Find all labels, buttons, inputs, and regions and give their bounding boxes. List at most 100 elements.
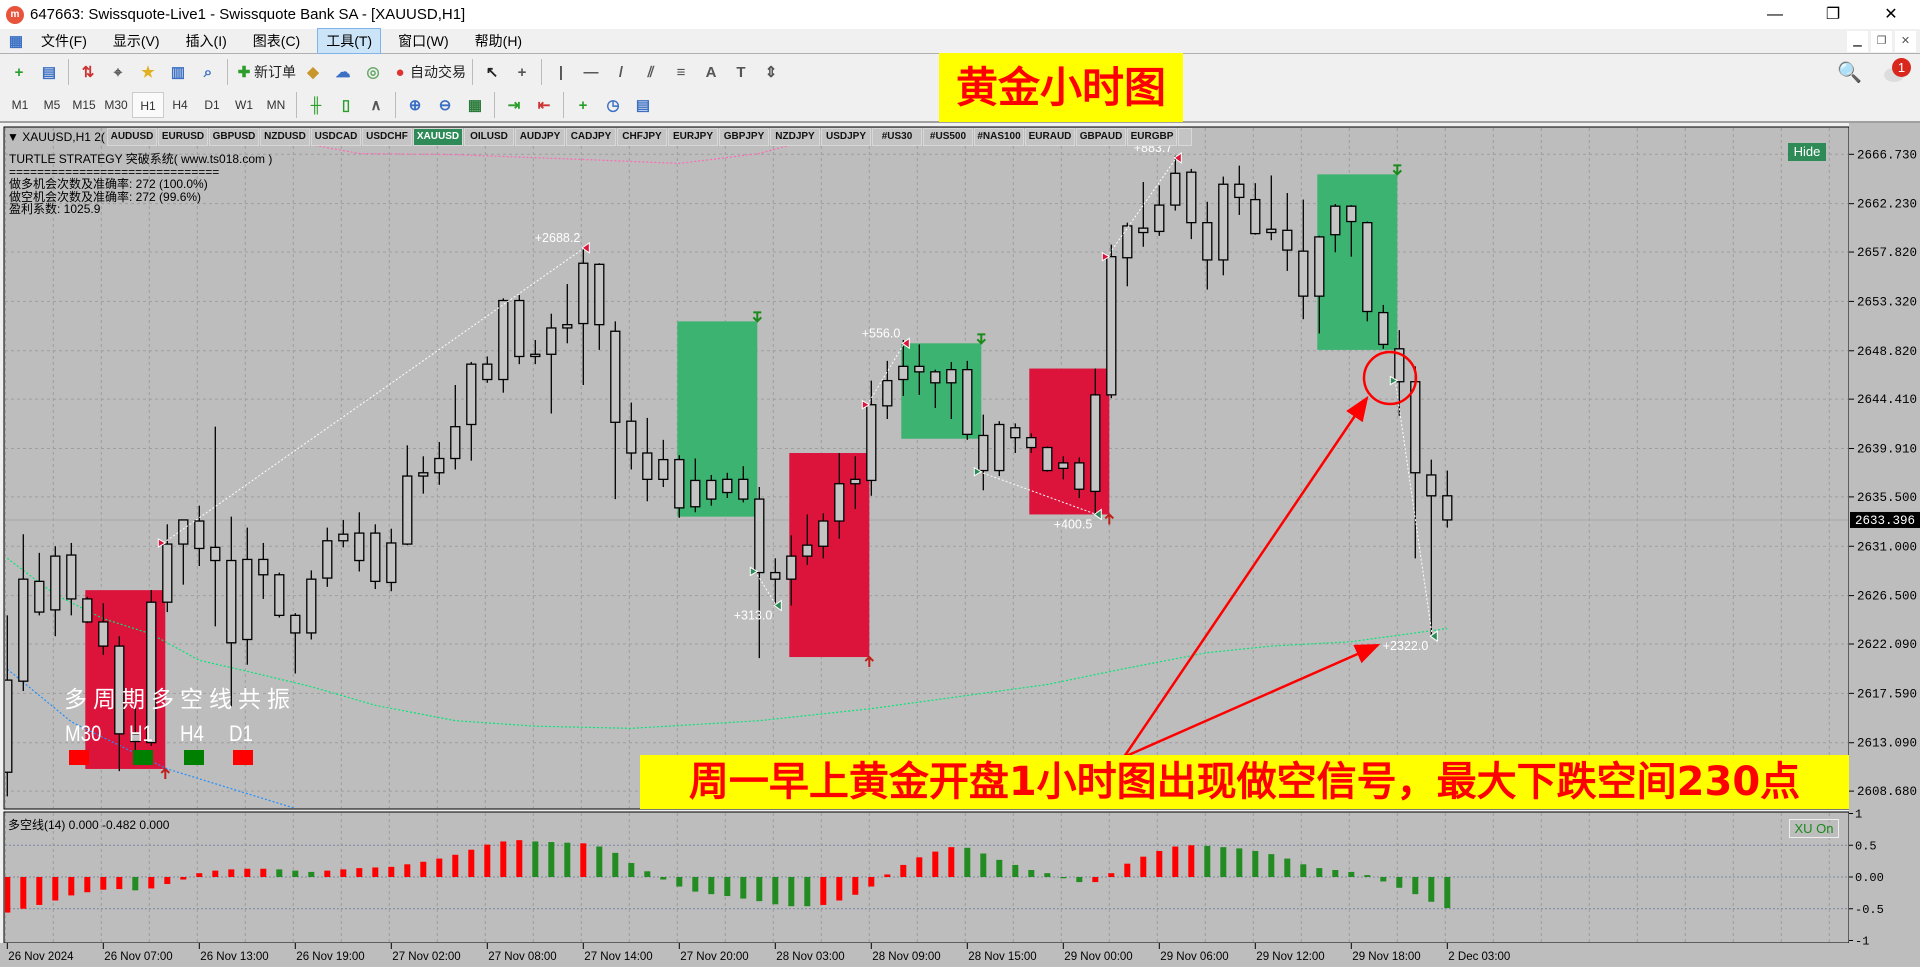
symbol-tab[interactable]: USDCHF bbox=[362, 127, 412, 146]
symbol-tab[interactable]: #NAS100 bbox=[974, 127, 1024, 146]
symbol-tab[interactable]: GBPAUD bbox=[1076, 127, 1126, 146]
bar-chart-button[interactable]: ╫ bbox=[303, 91, 329, 119]
indicators-button[interactable]: + bbox=[570, 91, 596, 119]
chart-shift-button[interactable]: ⇤ bbox=[531, 91, 557, 119]
mdi-restore-icon[interactable]: ❐ bbox=[1871, 31, 1892, 52]
cursor-button[interactable]: ↖ bbox=[479, 58, 505, 86]
chart-window-icon[interactable]: ▦ bbox=[8, 33, 24, 50]
notifications-icon[interactable]: 1 bbox=[1884, 57, 1911, 84]
xu-on-button[interactable]: XU On bbox=[1789, 819, 1839, 838]
symbol-tab[interactable]: OILUSD bbox=[464, 127, 514, 146]
restore-icon[interactable]: ❐ bbox=[1825, 6, 1841, 23]
candle bbox=[18, 534, 29, 692]
arrows-icon: ⇕ bbox=[764, 64, 778, 81]
zoom-in-button[interactable]: ⊕ bbox=[402, 91, 428, 119]
signals-button[interactable]: ☁ bbox=[330, 58, 356, 86]
fibonacci-icon: ≡ bbox=[676, 63, 686, 81]
candlestick-button[interactable]: ▯ bbox=[333, 91, 359, 119]
menu-item-2[interactable]: 插入(I) bbox=[185, 33, 227, 49]
timeframe-mn[interactable]: MN bbox=[266, 98, 286, 112]
hide-button[interactable]: Hide bbox=[1788, 143, 1826, 161]
templates-button[interactable]: ▤ bbox=[630, 91, 656, 119]
horizontal-line-button[interactable]: — bbox=[578, 58, 604, 86]
trendline-button[interactable]: / bbox=[608, 58, 634, 86]
oscillator-tick-label: -1 bbox=[1855, 935, 1869, 949]
favorites-button[interactable]: ★ bbox=[135, 58, 161, 86]
timeframe-m1[interactable]: M1 bbox=[11, 98, 29, 112]
time-tick-label: 26 Nov 07:00 bbox=[104, 951, 172, 963]
zoom-out-button[interactable]: ⊖ bbox=[432, 91, 458, 119]
candle bbox=[498, 298, 509, 393]
oscillator-bar bbox=[900, 864, 907, 877]
symbol-tab[interactable]: GBPUSD bbox=[209, 127, 259, 146]
symbol-tab[interactable]: EURUSD bbox=[158, 127, 208, 146]
oscillator-bar bbox=[1396, 877, 1403, 888]
text-button[interactable]: A bbox=[698, 58, 724, 86]
symbol-tab[interactable]: XAUUSD bbox=[413, 127, 463, 146]
timeframe-h4[interactable]: H4 bbox=[172, 98, 188, 112]
profiles-button[interactable]: ▤ bbox=[36, 58, 62, 86]
symbol-tab[interactable]: #US500 bbox=[923, 127, 973, 146]
fibonacci-button[interactable]: ≡ bbox=[668, 58, 694, 86]
menu-item-1[interactable]: 显示(V) bbox=[112, 33, 160, 49]
strategy-tester-button[interactable]: ⌕ bbox=[195, 58, 221, 86]
chart-name[interactable]: ▼ XAUUSD,H1 2( bbox=[7, 129, 105, 144]
metaeditor-button[interactable]: ◆ bbox=[300, 58, 326, 86]
symbol-tab[interactable]: GBPJPY bbox=[719, 127, 769, 146]
symbol-tab[interactable]: USDCAD bbox=[311, 127, 361, 146]
current-price-label: 2633.396 bbox=[1855, 514, 1915, 528]
tile-windows-button[interactable]: ▦ bbox=[462, 91, 488, 119]
arrow-up-icon bbox=[160, 767, 171, 779]
symbol-tab[interactable]: EURJPY bbox=[668, 127, 718, 146]
close-icon[interactable]: ✕ bbox=[1884, 6, 1898, 23]
menu-item-5[interactable]: 窗口(W) bbox=[398, 33, 449, 49]
candle bbox=[786, 535, 797, 606]
menu-item-0[interactable]: 文件(F) bbox=[41, 33, 87, 49]
symbol-tab[interactable]: EURGBP bbox=[1127, 127, 1177, 146]
candle-body bbox=[274, 574, 285, 617]
autotrading-button[interactable]: ● 自动交易 bbox=[390, 58, 466, 86]
symbol-tab[interactable]: CHFJPY bbox=[617, 127, 667, 146]
symbol-tab[interactable]: AUDUSD bbox=[107, 127, 157, 146]
autoscroll-button[interactable]: ⇥ bbox=[501, 91, 527, 119]
menu-item-4[interactable]: 工具(T) bbox=[317, 28, 382, 54]
symbol-tab[interactable]: EURAUD bbox=[1025, 127, 1075, 146]
periods-button[interactable]: ◷ bbox=[600, 91, 626, 119]
oscillator-bar bbox=[20, 877, 27, 909]
vertical-line-button[interactable]: | bbox=[548, 58, 574, 86]
mdi-minimize-icon[interactable]: ▁ bbox=[1847, 31, 1868, 52]
crosshair-navigator-button[interactable]: ⌖ bbox=[105, 58, 131, 86]
search-icon[interactable]: 🔍 bbox=[1837, 62, 1862, 84]
timeframe-d1[interactable]: D1 bbox=[204, 98, 220, 112]
line-chart-button[interactable]: ∧ bbox=[363, 91, 389, 119]
timeframe-m5[interactable]: M5 bbox=[43, 98, 61, 112]
arrows-button[interactable]: ⇕ bbox=[758, 58, 784, 86]
candle bbox=[690, 458, 701, 513]
new-chart-button[interactable]: + bbox=[6, 58, 32, 86]
market-button[interactable]: ◎ bbox=[360, 58, 386, 86]
symbol-tab[interactable]: #US30 bbox=[872, 127, 922, 146]
symbol-tab-empty[interactable] bbox=[1178, 127, 1192, 146]
menu-item-6[interactable]: 帮助(H) bbox=[474, 33, 523, 49]
menu-item-3[interactable]: 图表(C) bbox=[252, 33, 301, 49]
symbol-tab[interactable]: CADJPY bbox=[566, 127, 616, 146]
symbol-tab[interactable]: NZDUSD bbox=[260, 127, 310, 146]
text-label-button[interactable]: T bbox=[728, 58, 754, 86]
timeframe-h1[interactable]: H1 bbox=[132, 92, 164, 118]
timeframe-w1[interactable]: W1 bbox=[235, 98, 253, 112]
new-order-button[interactable]: ✚ 新订单 bbox=[234, 58, 296, 86]
timeframe-m30[interactable]: M30 bbox=[104, 98, 128, 112]
crosshair-button[interactable]: + bbox=[509, 58, 535, 86]
symbol-tab[interactable]: NZDJPY bbox=[770, 127, 820, 146]
terminal-button[interactable]: ▥ bbox=[165, 58, 191, 86]
equidistant-channel-button[interactable]: ⫽ bbox=[638, 58, 664, 86]
symbol-tab[interactable]: USDJPY bbox=[821, 127, 871, 146]
minimize-icon[interactable]: — bbox=[1767, 6, 1783, 23]
candle-body bbox=[418, 472, 429, 477]
symbol-tab[interactable]: AUDJPY bbox=[515, 127, 565, 146]
timeframe-m15[interactable]: M15 bbox=[72, 98, 96, 112]
candle-body bbox=[802, 544, 813, 557]
mdi-close-icon[interactable]: ✕ bbox=[1895, 31, 1916, 52]
market-watch-button[interactable]: ⇅ bbox=[75, 58, 101, 86]
